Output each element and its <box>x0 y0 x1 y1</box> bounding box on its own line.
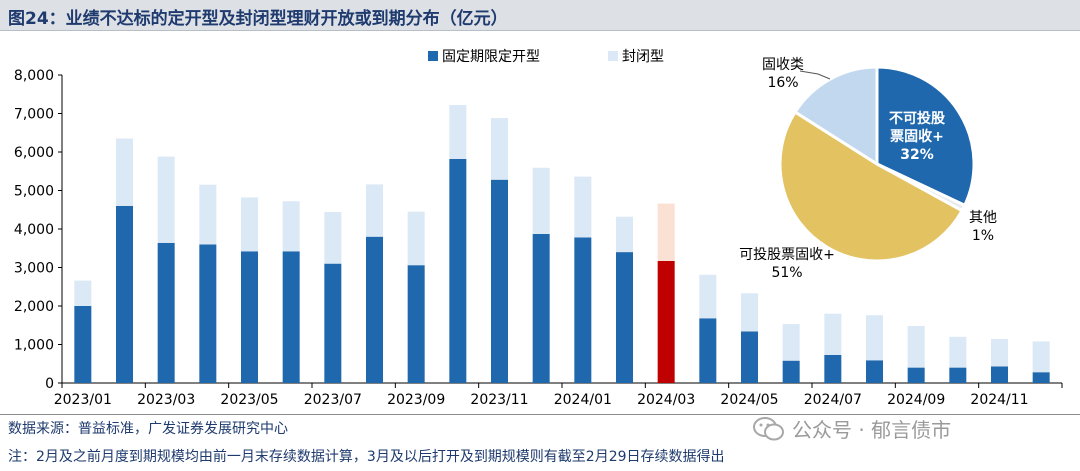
pie-slice-label: 可投股票固收+ <box>739 247 835 263</box>
x-tick-label: 2023/03 <box>137 392 195 408</box>
bar-fixed-term <box>366 236 383 383</box>
bar-closed <box>1032 341 1050 373</box>
bar-fixed-term <box>991 366 1008 383</box>
y-tick-label: 5,000 <box>14 184 54 200</box>
pie-pct-label: 51% <box>771 265 802 281</box>
x-tick-label: 2024/05 <box>720 392 778 408</box>
bar-fixed-term <box>324 263 342 383</box>
y-tick-label: 3,000 <box>14 261 54 277</box>
bar-closed <box>324 212 342 264</box>
x-tick-label: 2023/09 <box>387 392 445 408</box>
bar-closed <box>657 203 675 261</box>
bar-closed <box>241 197 258 252</box>
x-tick-label: 2023/11 <box>470 392 528 408</box>
x-tick-label: 2024/01 <box>554 392 612 408</box>
pie-slice-label: 不可投股 <box>889 111 946 127</box>
bar-closed <box>782 324 800 361</box>
bars <box>74 105 1050 383</box>
bar-closed <box>366 184 383 237</box>
x-tick-label: 2024/07 <box>804 392 862 408</box>
footer-divider <box>0 414 1080 415</box>
x-tick-label: 2024/09 <box>887 392 945 408</box>
bar-fixed-term <box>824 354 842 383</box>
y-tick-label: 1,000 <box>14 338 54 354</box>
watermark-text: 公众号 · 郁言债市 <box>792 418 952 442</box>
bar-closed <box>157 156 175 243</box>
y-tick-label: 8,000 <box>14 68 54 84</box>
bar-closed <box>741 293 758 332</box>
bar-fixed-term <box>449 158 467 383</box>
bar-closed <box>949 336 967 368</box>
bar-closed <box>491 118 508 180</box>
bar-fixed-term <box>782 360 800 383</box>
bar-fixed-term <box>241 251 258 383</box>
bar-closed <box>282 201 300 252</box>
bar-fixed-term <box>199 244 217 383</box>
wechat-icon <box>753 416 784 440</box>
bar-fixed-term <box>407 265 425 383</box>
bar-closed <box>449 105 467 159</box>
pie-slice-label: 票固收+ <box>890 128 944 145</box>
pie-pct-label: 16% <box>767 75 798 91</box>
bar-fixed-term <box>532 234 550 383</box>
bar-fixed-term <box>866 360 883 383</box>
footnote: 注：2月及之前月度到期规模均由前一月末存续数据计算，3月及以后打开及到期规模则有… <box>8 449 725 465</box>
pie-slice <box>875 65 976 208</box>
bar-closed <box>74 280 92 306</box>
bar-closed <box>407 211 425 266</box>
bar-fixed-term <box>282 251 300 383</box>
bar-fixed-term <box>491 179 508 383</box>
chart-title: 图24：业绩不达标的定开型及封闭型理财开放或到期分布（亿元） <box>8 9 508 29</box>
bar-fixed-term <box>657 260 675 383</box>
y-tick-label: 2,000 <box>14 299 54 315</box>
bar-fixed-term <box>116 205 133 383</box>
legend-label: 固定期限定开型 <box>442 49 540 65</box>
legend: 固定期限定开型 封闭型 <box>428 49 664 65</box>
bar-fixed-term <box>574 237 592 383</box>
bar-fixed-term <box>157 242 175 383</box>
bar-fixed-term <box>74 306 92 383</box>
watermark: 公众号 · 郁言债市 <box>752 414 951 443</box>
axes: 0 1,000 2,000 3,000 4,000 5,000 6,000 7,000 8,00… <box>14 68 1063 408</box>
x-tick-label: 2024/11 <box>970 392 1028 408</box>
bar-closed <box>824 313 842 355</box>
bar-closed <box>866 315 883 361</box>
bar-fixed-term <box>949 367 967 383</box>
x-tick-label: 2023/07 <box>304 392 362 408</box>
bar-closed <box>907 326 925 368</box>
bar-closed <box>532 167 550 235</box>
pie-slice-label: 其他 <box>969 210 997 226</box>
x-tick-label: 2023/01 <box>54 392 112 408</box>
y-tick-label: 4,000 <box>14 222 54 238</box>
bar-closed <box>574 176 592 238</box>
pie-leader-line <box>799 70 831 80</box>
bar-fixed-term <box>907 367 925 383</box>
y-tick-label: 0 <box>45 376 54 392</box>
pie-slice <box>778 109 965 263</box>
legend-label: 封闭型 <box>622 49 664 65</box>
pie-slice-label: 固收类 <box>762 57 804 73</box>
pie-slice <box>793 65 879 167</box>
x-tick-label: 2024/03 <box>637 392 695 408</box>
bar-closed <box>616 216 633 253</box>
pie-pct-label: 32% <box>900 147 934 163</box>
bar-closed <box>699 274 717 319</box>
bar-fixed-term <box>1032 372 1050 383</box>
data-source: 数据来源：普益标准，广发证券发展研究中心 <box>8 421 288 437</box>
bar-fixed-term <box>699 318 717 383</box>
bar-closed <box>116 138 133 206</box>
pie-pct-label: 1% <box>972 228 994 244</box>
bar-closed <box>199 184 217 245</box>
chart-area: 0 1,000 2,000 3,000 4,000 5,000 6,000 7,000 8,00… <box>14 49 1063 408</box>
legend-swatch <box>608 51 618 61</box>
x-tick-label: 2023/05 <box>220 392 278 408</box>
title-bar: 图24：业绩不达标的定开型及封闭型理财开放或到期分布（亿元） <box>0 0 1080 31</box>
bar-fixed-term <box>616 252 633 383</box>
legend-swatch <box>428 51 438 61</box>
bar-closed <box>991 339 1008 367</box>
y-tick-label: 7,000 <box>14 107 54 123</box>
bar-fixed-term <box>741 331 758 383</box>
y-tick-label: 6,000 <box>14 145 54 161</box>
